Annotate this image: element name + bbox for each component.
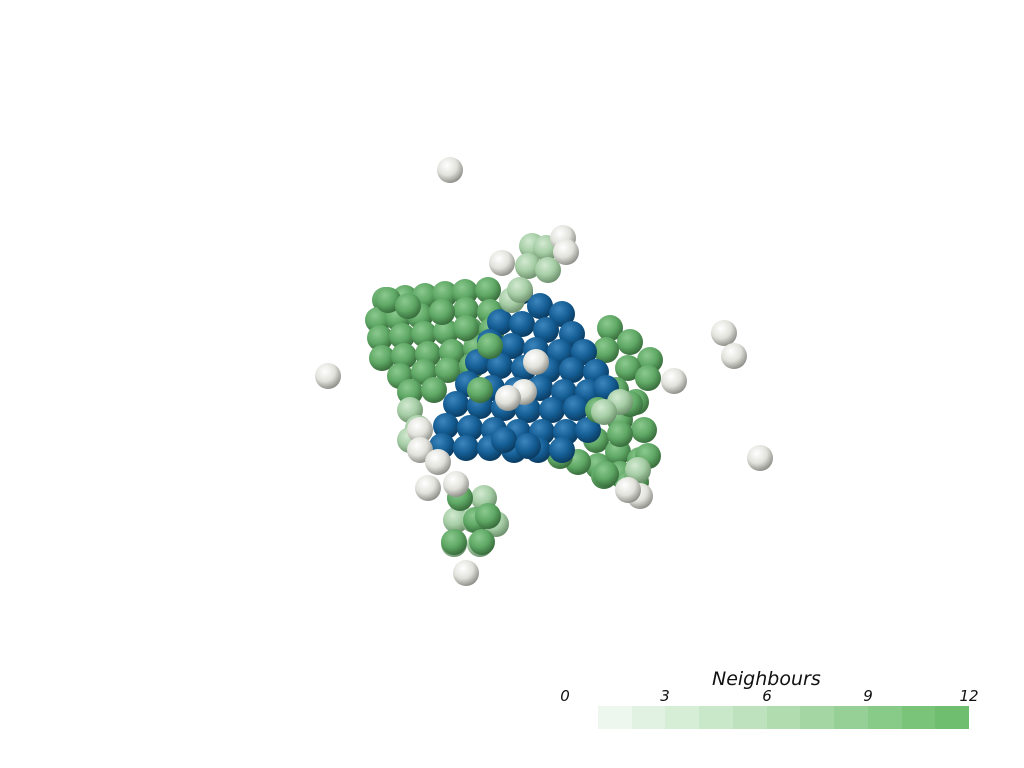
sphere-green — [435, 357, 461, 383]
sphere-white — [489, 250, 515, 276]
sphere-green — [369, 345, 395, 371]
sphere-green — [475, 277, 501, 303]
sphere-blue — [487, 353, 513, 379]
sphere-green — [395, 293, 421, 319]
sphere-blue — [487, 309, 513, 335]
sphere-light-green — [535, 257, 561, 283]
sphere-blue — [499, 333, 525, 359]
sphere-white — [523, 349, 549, 375]
sphere-green — [367, 325, 393, 351]
sphere-blue — [527, 293, 553, 319]
sphere-blue — [539, 397, 565, 423]
legend-swatch — [834, 706, 868, 729]
sphere-green — [453, 297, 479, 323]
sphere-white — [553, 239, 579, 265]
sphere-white — [425, 449, 451, 475]
sphere-white — [453, 560, 479, 586]
sphere-blue — [491, 427, 517, 453]
sphere-blue — [549, 301, 575, 327]
sphere-green — [475, 503, 501, 529]
sphere-green — [411, 321, 437, 347]
legend-swatch — [699, 706, 733, 729]
sphere-green — [375, 287, 401, 313]
sphere-green — [477, 333, 503, 359]
sphere-green — [391, 343, 417, 369]
sphere-white — [661, 368, 687, 394]
sphere-white — [443, 471, 469, 497]
sphere-white — [315, 363, 341, 389]
legend-swatch — [901, 706, 936, 729]
sphere-blue — [515, 433, 541, 459]
legend-tick-9: 9 — [863, 687, 873, 705]
sphere-green — [421, 377, 447, 403]
sphere-green — [593, 461, 619, 487]
sphere-white — [747, 445, 773, 471]
sphere-green — [635, 365, 661, 391]
legend-tick-12: 12 — [959, 687, 979, 705]
sphere-blue — [433, 413, 459, 439]
legend-swatch — [800, 706, 835, 729]
sphere-green — [607, 421, 633, 447]
scalar-bar-legend: Neighbours 0 3 6 9 12 — [556, 668, 986, 738]
legend-swatch — [665, 706, 700, 729]
sphere-white — [437, 157, 463, 183]
sphere-white — [415, 475, 441, 501]
sphere-light-green — [625, 457, 651, 483]
sphere-green — [593, 337, 619, 363]
sphere-blue — [443, 391, 469, 417]
legend-tick-3: 3 — [660, 687, 670, 705]
legend-swatch — [935, 706, 970, 729]
legend-tick-0: 0 — [560, 687, 570, 705]
sphere-blue — [575, 417, 601, 443]
sphere-blue — [533, 317, 559, 343]
legend-swatch — [867, 706, 902, 729]
legend-color-ramp — [598, 706, 970, 729]
legend-title: Neighbours — [712, 668, 821, 690]
sphere-green — [467, 377, 493, 403]
sphere-white — [721, 343, 747, 369]
sphere-green — [389, 323, 415, 349]
sphere-green — [433, 319, 459, 345]
sphere-white — [495, 385, 521, 411]
sphere-white — [615, 477, 641, 503]
sphere-white — [407, 417, 433, 443]
sphere-light-green — [591, 399, 617, 425]
sphere-green — [469, 529, 495, 555]
sphere-blue — [549, 437, 575, 463]
sphere-green — [441, 529, 467, 555]
legend-swatch — [732, 706, 767, 729]
sphere-light-green — [507, 277, 533, 303]
sphere-blue — [509, 311, 535, 337]
legend-tick-6: 6 — [762, 687, 772, 705]
sphere-green — [631, 417, 657, 443]
sphere-blue — [453, 435, 479, 461]
sphere-green — [615, 355, 641, 381]
sphere-blue — [457, 415, 483, 441]
legend-swatch — [598, 706, 632, 729]
sphere-light-green — [515, 253, 541, 279]
sphere-green — [597, 315, 623, 341]
sphere-light-green — [443, 507, 469, 533]
legend-swatch — [631, 706, 666, 729]
sphere-white — [711, 320, 737, 346]
sphere-green — [429, 299, 455, 325]
sphere-blue — [563, 395, 589, 421]
legend-swatch — [766, 706, 801, 729]
sphere-green — [397, 379, 423, 405]
sphere-blue — [559, 357, 585, 383]
sphere-green — [617, 329, 643, 355]
sphere-green — [453, 315, 479, 341]
